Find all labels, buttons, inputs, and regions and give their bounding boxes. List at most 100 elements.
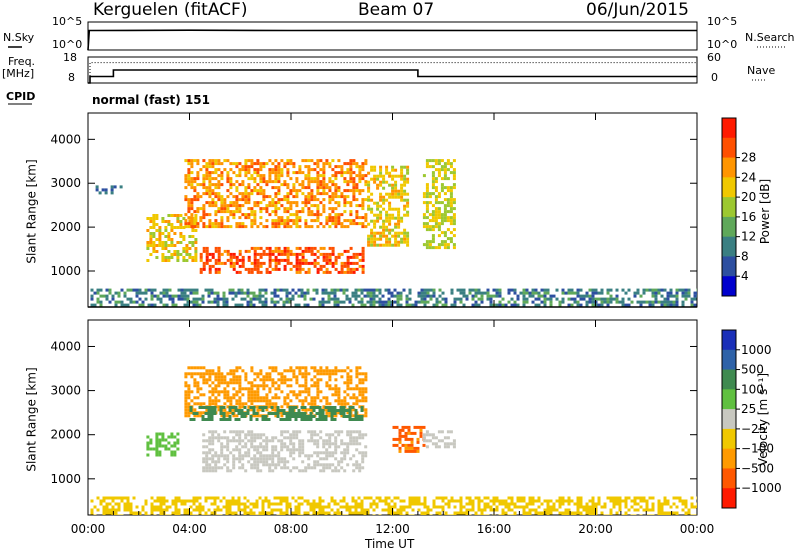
velocity-map-cell (291, 415, 295, 418)
velocity-map-cell (325, 466, 329, 470)
power-map-cell (379, 234, 383, 238)
power-map-cell (301, 192, 305, 196)
velocity-map-cell (343, 396, 347, 400)
power-map-cell (159, 291, 163, 295)
power-map-cell (394, 237, 398, 241)
power-map-cell (328, 201, 332, 205)
power-map-cell (370, 168, 374, 172)
velocity-map-cell (256, 433, 260, 437)
velocity-map-cell (286, 378, 290, 382)
power-map-cell (358, 168, 362, 172)
power-map-cell (253, 171, 257, 175)
power-map-cell (397, 192, 401, 196)
velocity-map-cell (528, 508, 532, 512)
power-map-cell (361, 201, 365, 205)
nave-line (88, 62, 697, 84)
power-map-cell (99, 294, 103, 298)
power-map-cell (352, 261, 356, 265)
velocity-map-cell (444, 511, 448, 515)
power-map-cell (343, 261, 347, 265)
velocity-map-cell (420, 511, 424, 515)
power-map-cell (379, 171, 383, 175)
nsky-label: N.Sky (3, 31, 35, 44)
power-map-cell (361, 225, 365, 229)
velocity-map-cell (220, 381, 224, 385)
velocity-map-cell (202, 451, 206, 455)
velocity-map-cell (286, 430, 290, 434)
velocity-map-cell (259, 372, 263, 376)
power-map-cell (379, 204, 383, 208)
power-map-cell (471, 288, 475, 292)
power-map-cell (388, 240, 392, 244)
power-map-cell (247, 195, 251, 199)
velocity-map-cell (280, 381, 284, 385)
power-map-cell (190, 213, 194, 217)
power-map-cell (244, 189, 248, 193)
power-map-cell (681, 300, 685, 304)
velocity-map-cell (310, 399, 314, 403)
velocity-map-cell (207, 496, 211, 500)
power-map-cell (268, 177, 272, 181)
velocity-map-cell (375, 505, 379, 509)
power-map-cell (196, 198, 200, 202)
power-map-cell (295, 255, 299, 259)
power-map-cell (452, 201, 456, 205)
power-map-cell (346, 168, 350, 172)
velocity-map-cell (516, 499, 520, 503)
power-map-cell (446, 210, 450, 214)
velocity-map-cell (355, 439, 359, 443)
velocity-map-cell (273, 508, 277, 512)
velocity-map-cell (262, 433, 266, 437)
velocity-map-cell (351, 418, 355, 421)
power-map-cell (440, 243, 444, 247)
velocity-map-cell (228, 415, 232, 418)
power-map-cell (394, 240, 398, 244)
velocity-map-cell (696, 505, 697, 509)
power-map-cell (428, 192, 432, 196)
velocity-map-cell (450, 496, 454, 500)
power-map-cell (316, 213, 320, 217)
power-map-cell (396, 294, 400, 298)
velocity-map-cell (339, 514, 343, 515)
power-map-cell (382, 231, 386, 235)
velocity-map-cell (340, 451, 344, 455)
velocity-map-cell (633, 514, 637, 515)
power-map-cell (298, 216, 302, 220)
power-map-cell (471, 297, 475, 301)
power-map-cell (286, 225, 290, 229)
power-map-cell (229, 261, 233, 265)
power-map-cell (425, 207, 429, 211)
power-map-cell (342, 288, 346, 292)
velocity-map-cell (261, 409, 265, 412)
velocity-map-cell (428, 433, 432, 437)
power-map-cell (205, 162, 209, 166)
velocity-map-cell (298, 445, 302, 449)
power-map-cell (304, 177, 308, 181)
power-map-cell (385, 168, 389, 172)
velocity-map-cell (292, 466, 296, 470)
power-map-cell (286, 246, 290, 250)
velocity-map-cell (208, 399, 212, 403)
power-map-cell (316, 267, 320, 271)
power-map-cell (241, 204, 245, 208)
power-map-cell (684, 288, 688, 292)
power-map-cell (316, 219, 320, 223)
velocity-map-cell (261, 406, 265, 409)
power-map-cell (229, 213, 233, 217)
velocity-map-cell (165, 514, 169, 515)
velocity-map-cell (645, 514, 649, 515)
velocity-map-cell (546, 502, 550, 506)
power-map-cell (321, 288, 325, 292)
power-map-cell (277, 222, 281, 226)
power-map-cell (428, 240, 432, 244)
power-map-cell (352, 171, 356, 175)
velocity-map-cell (201, 415, 205, 418)
velocity-map-cell (228, 502, 232, 506)
velocity-map-cell (288, 415, 292, 418)
power-map-cell (400, 240, 404, 244)
velocity-map-cell (247, 396, 251, 400)
velocity-map-cell (465, 514, 469, 515)
power-map-cell (379, 237, 383, 241)
power-map-cell (422, 213, 426, 217)
power-map-cell (205, 168, 209, 172)
